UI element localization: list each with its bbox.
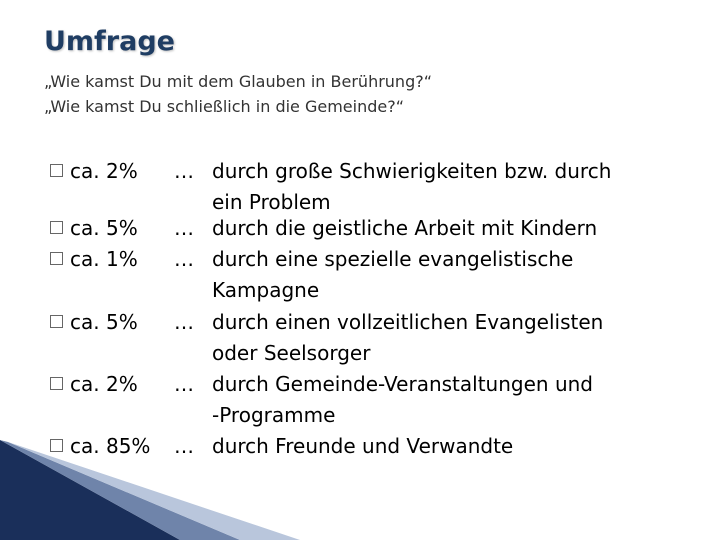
item-percent: ca. 2% bbox=[70, 372, 138, 396]
swoosh-mid-band bbox=[0, 440, 240, 540]
item-ellipsis: … bbox=[174, 247, 194, 271]
item-description: durch große Schwierigkeiten bzw. durch e… bbox=[212, 156, 712, 218]
subtitle-question-2: „Wie kamst Du schließlich in die Gemeind… bbox=[44, 97, 405, 116]
slide-title: Umfrage bbox=[44, 26, 175, 57]
item-line: oder Seelsorger bbox=[212, 341, 371, 365]
item-line: durch eine spezielle evangelistische bbox=[212, 247, 574, 271]
checkbox-bullet-icon bbox=[50, 315, 63, 328]
item-line: ein Problem bbox=[212, 190, 331, 214]
item-line: durch große Schwierigkeiten bzw. durch bbox=[212, 159, 612, 183]
item-line: durch die geistliche Arbeit mit Kindern bbox=[212, 216, 598, 240]
item-percent: ca. 1% bbox=[70, 247, 138, 271]
item-ellipsis: … bbox=[174, 310, 194, 334]
item-percent: ca. 5% bbox=[70, 310, 138, 334]
item-ellipsis: … bbox=[174, 216, 194, 240]
checkbox-bullet-icon bbox=[50, 252, 63, 265]
item-ellipsis: … bbox=[174, 372, 194, 396]
subtitle-question-1: „Wie kamst Du mit dem Glauben in Berühru… bbox=[44, 72, 432, 91]
item-percent: ca. 2% bbox=[70, 159, 138, 183]
swoosh-light-band bbox=[8, 442, 300, 540]
item-description: durch Freunde und Verwandte bbox=[212, 431, 712, 462]
item-line: durch Freunde und Verwandte bbox=[212, 434, 514, 458]
item-percent: ca. 85% bbox=[70, 434, 151, 458]
item-ellipsis: … bbox=[174, 159, 194, 183]
item-line: durch einen vollzeitlichen Evangelisten bbox=[212, 310, 604, 334]
item-description: durch die geistliche Arbeit mit Kindern bbox=[212, 213, 712, 244]
item-description: durch einen vollzeitlichen Evangelisten … bbox=[212, 307, 712, 369]
checkbox-bullet-icon bbox=[50, 164, 63, 177]
item-line: Kampagne bbox=[212, 278, 320, 302]
checkbox-bullet-icon bbox=[50, 221, 63, 234]
checkbox-bullet-icon bbox=[50, 377, 63, 390]
item-description: durch eine spezielle evangelistische Kam… bbox=[212, 244, 712, 306]
corner-swoosh-decoration bbox=[0, 440, 300, 540]
item-percent: ca. 5% bbox=[70, 216, 138, 240]
item-description: durch Gemeinde-Veranstaltungen und -Prog… bbox=[212, 369, 712, 431]
item-ellipsis: … bbox=[174, 434, 194, 458]
item-line: -Programme bbox=[212, 403, 336, 427]
checkbox-bullet-icon bbox=[50, 439, 63, 452]
item-line: durch Gemeinde-Veranstaltungen und bbox=[212, 372, 593, 396]
